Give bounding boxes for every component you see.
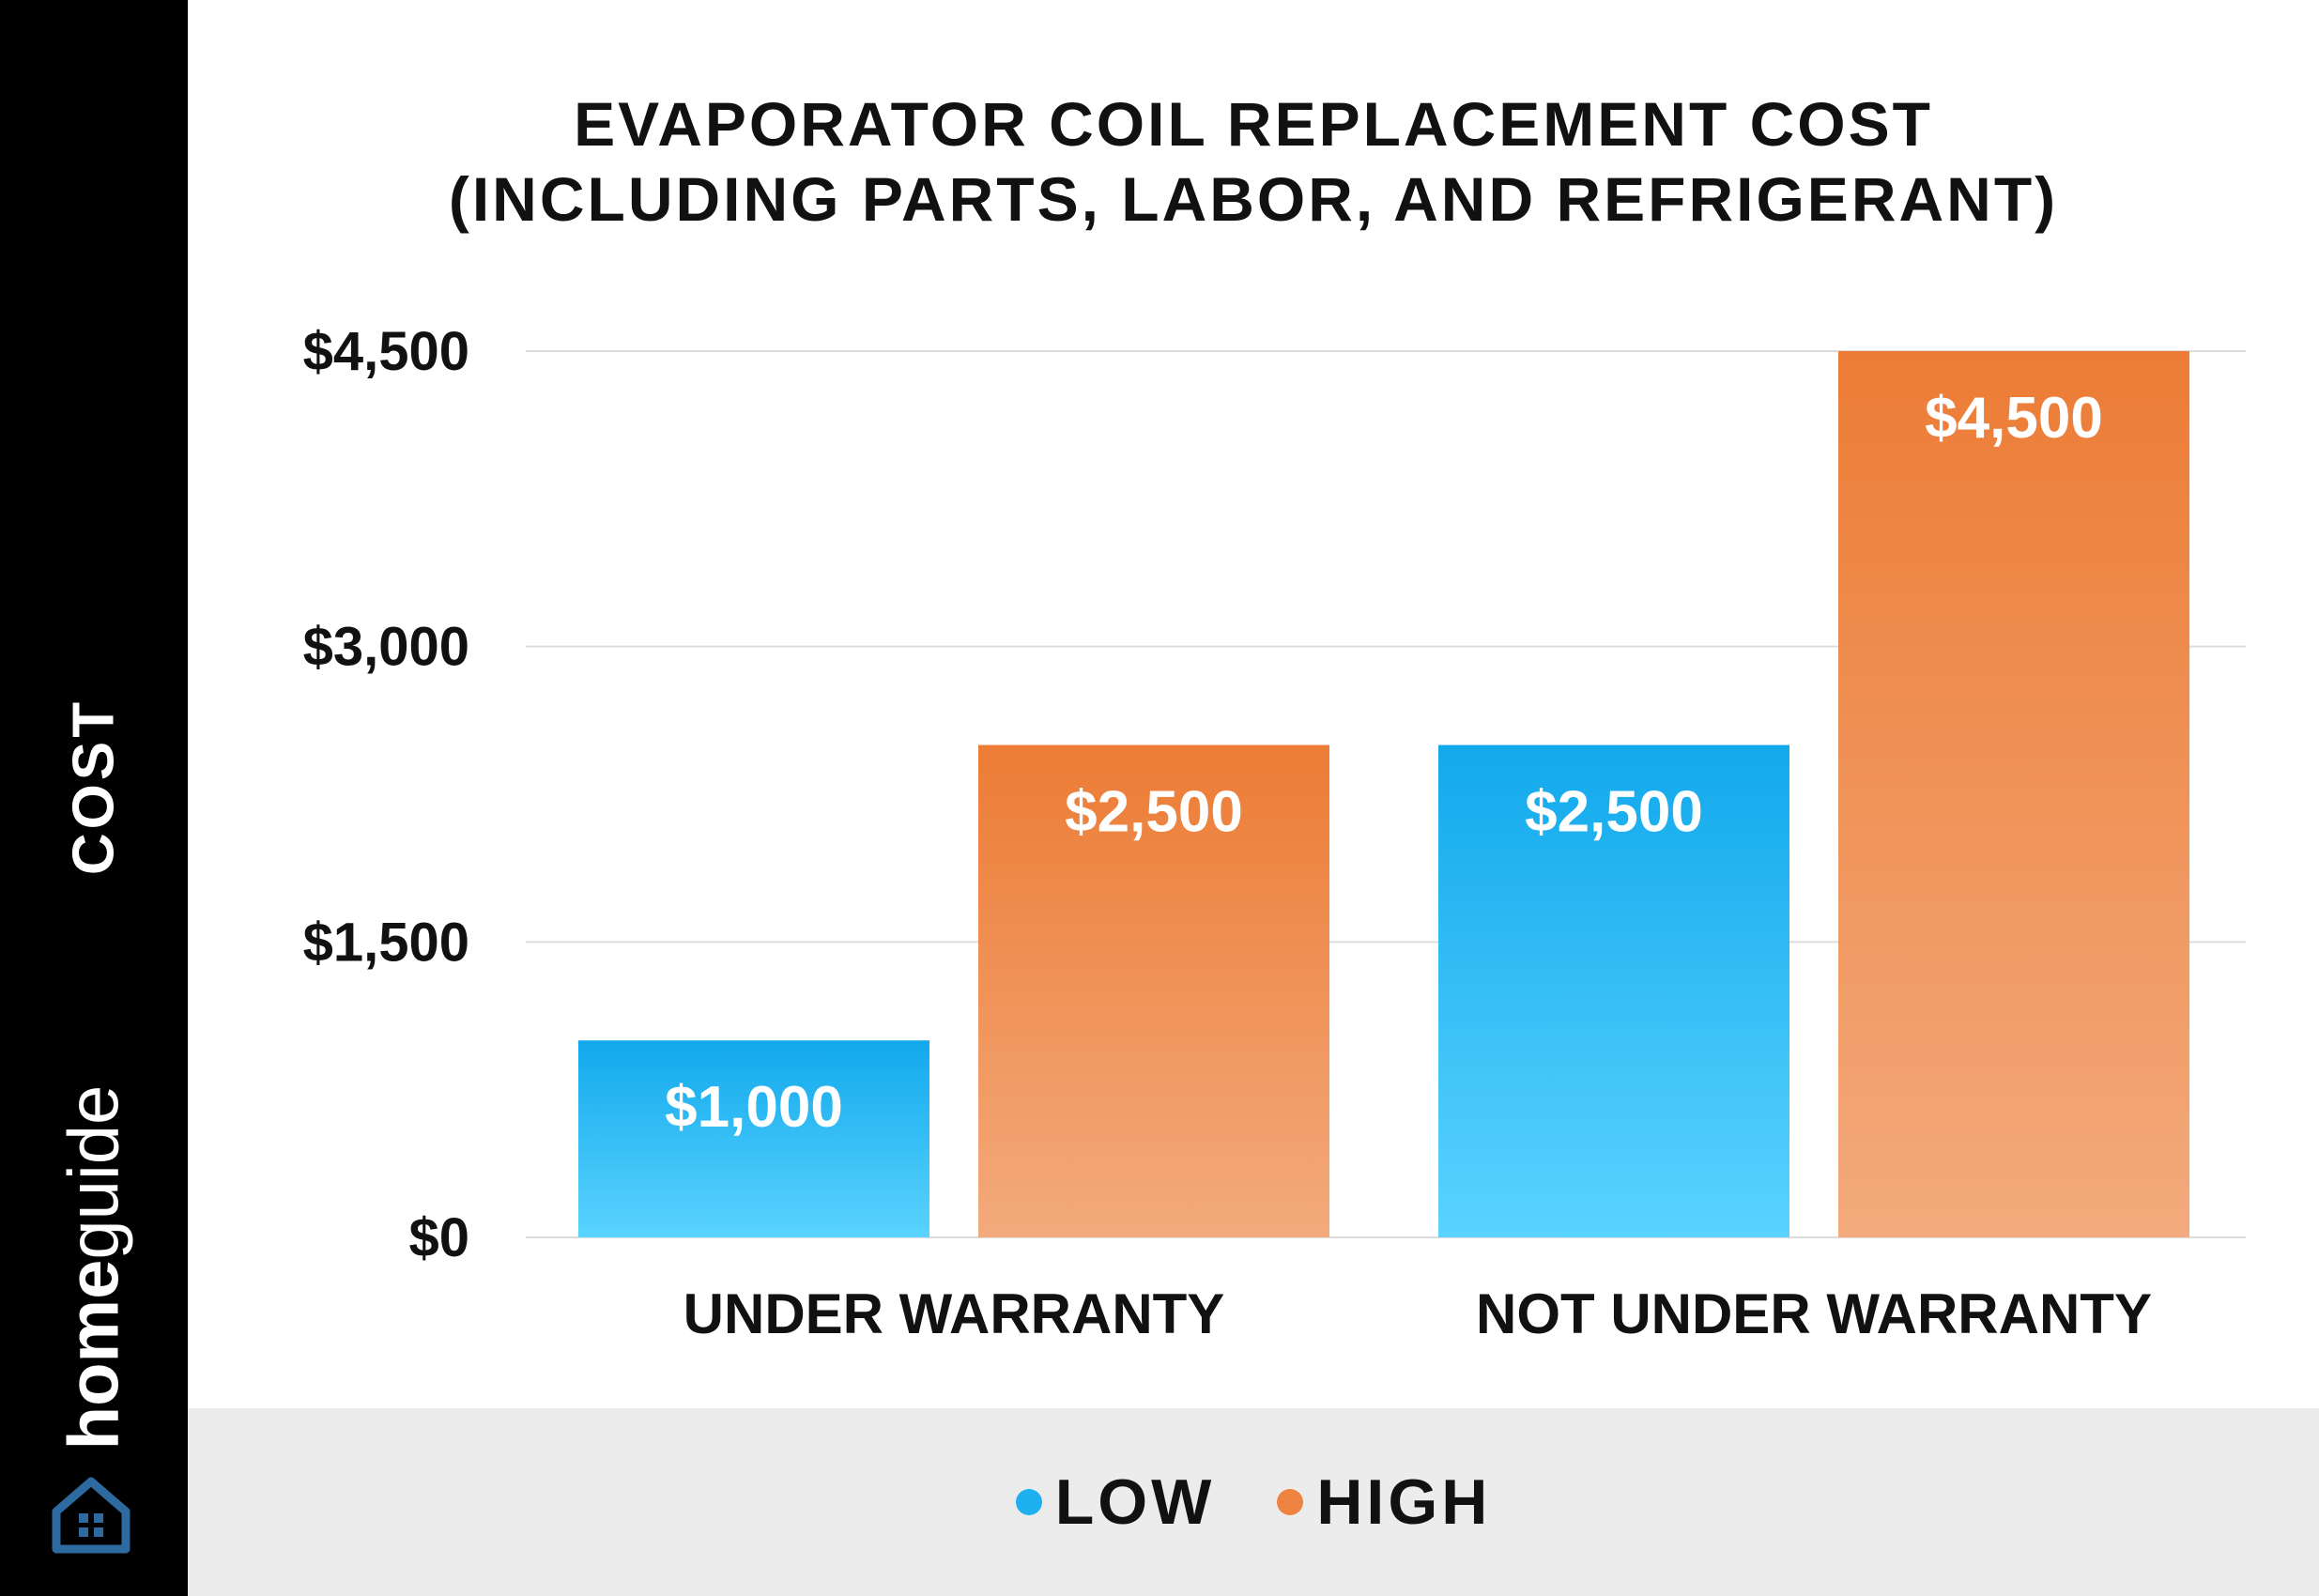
x-category-label: UNDER WARRANTY xyxy=(683,1282,1225,1345)
chart-title: EVAPORATOR COIL REPLACEMENT COST (INCLUD… xyxy=(188,86,2319,237)
bar-high-2 xyxy=(1838,351,2189,1237)
y-tick-label: $0 xyxy=(408,1207,469,1268)
legend-label-high: HIGH xyxy=(1316,1466,1492,1538)
bar-low-2 xyxy=(1438,744,1789,1237)
legend: LOW HIGH xyxy=(188,1408,2319,1596)
chart-title-line-2: (INCLUDING PARTS, LABOR, AND REFRIGERANT… xyxy=(448,164,2059,234)
bar-value-label: $2,500 xyxy=(1065,780,1243,845)
legend-item-low: LOW xyxy=(1015,1466,1216,1539)
bar-value-label: $2,500 xyxy=(1525,780,1703,845)
bar-high-1 xyxy=(978,744,1329,1237)
legend-label-low: LOW xyxy=(1054,1466,1216,1538)
bars xyxy=(578,351,2189,1237)
y-tick-label: $4,500 xyxy=(303,321,469,382)
legend-dot-high xyxy=(1277,1489,1304,1515)
category-labels: UNDER WARRANTY NOT UNDER WARRANTY xyxy=(683,1282,2152,1345)
chart-title-line-1: EVAPORATOR COIL REPLACEMENT COST xyxy=(574,89,1933,159)
legend-item-high: HIGH xyxy=(1277,1466,1491,1539)
bar-value-label: $4,500 xyxy=(1925,386,2103,451)
house-icon xyxy=(52,1477,131,1554)
y-tick-label: $3,000 xyxy=(303,617,469,678)
x-category-label: NOT UNDER WARRANTY xyxy=(1476,1282,2152,1345)
y-tick-label: $1,500 xyxy=(303,912,469,973)
value-labels: $1,000 $2,500 $2,500 $4,500 xyxy=(665,386,2103,1140)
sidebar: COST homeguide xyxy=(0,0,188,1596)
legend-band: LOW HIGH xyxy=(188,1408,2319,1596)
legend-dot-low xyxy=(1015,1489,1042,1515)
y-tick-labels: $0 $1,500 $3,000 $4,500 xyxy=(303,321,469,1268)
bar-low-1 xyxy=(578,1040,929,1237)
bar-chart: $0$1,500$3,000$4,500 $1,000$2,500 $2,500$… xyxy=(303,321,2246,1345)
bar-value-label: $1,000 xyxy=(665,1075,843,1140)
